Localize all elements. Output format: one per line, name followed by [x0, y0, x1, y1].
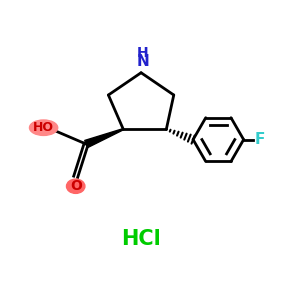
Ellipse shape — [29, 120, 58, 135]
Text: HCl: HCl — [121, 229, 161, 249]
Text: HO: HO — [33, 121, 54, 134]
Text: F: F — [255, 132, 265, 147]
Ellipse shape — [67, 179, 85, 194]
Polygon shape — [85, 129, 124, 148]
Text: H: H — [137, 46, 148, 60]
Text: O: O — [70, 179, 82, 193]
Text: N: N — [136, 54, 149, 69]
